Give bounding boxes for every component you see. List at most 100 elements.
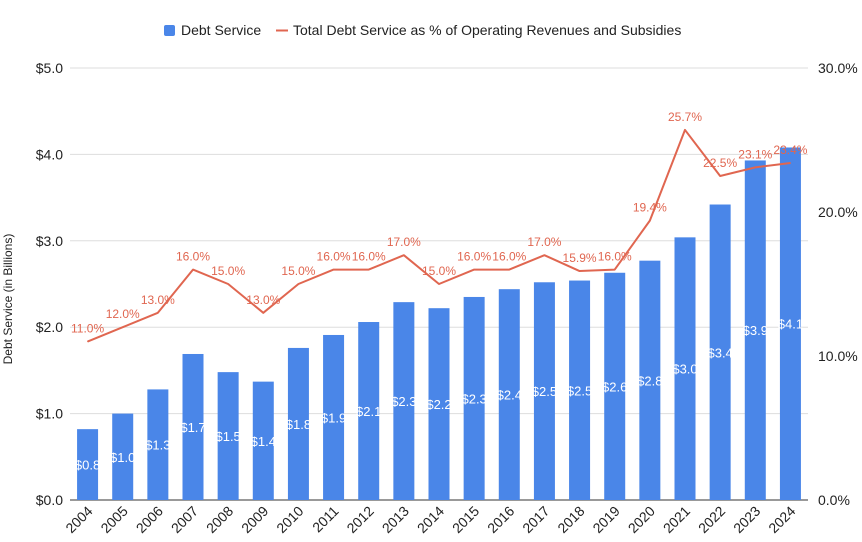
bar — [323, 334, 345, 500]
bar-value-label: $3.0 — [672, 362, 697, 377]
percent-value-label: 16.0% — [598, 250, 632, 264]
y-left-tick-label: $0.0 — [36, 492, 63, 508]
percent-value-label: 15.0% — [422, 264, 456, 278]
percent-point — [649, 220, 651, 222]
x-tick-label: 2010 — [273, 503, 306, 536]
percent-value-label: 17.0% — [527, 235, 561, 249]
x-tick-label: 2011 — [309, 503, 342, 536]
percent-value-label: 22.5% — [703, 156, 737, 170]
x-tick-label: 2019 — [589, 503, 622, 536]
percent-point — [262, 312, 264, 314]
bar — [709, 204, 731, 500]
legend: Debt Service Total Debt Service as % of … — [164, 22, 681, 38]
legend-percent-label: Total Debt Service as % of Operating Rev… — [293, 22, 681, 38]
x-tick-label: 2022 — [695, 503, 728, 536]
bar — [217, 372, 239, 500]
y-left-tick-label: $5.0 — [36, 60, 63, 76]
y-axis-left-title: Debt Service (in Billions) — [1, 234, 15, 365]
percent-point — [719, 175, 721, 177]
bar-value-label: $2.1 — [356, 404, 381, 419]
legend-debt-service-swatch — [164, 25, 175, 36]
y-left-tick-label: $2.0 — [36, 319, 63, 335]
percent-value-label: 12.0% — [106, 307, 140, 321]
x-axis: 2004 2005 2006 2007 2008 2009 2010 2011 2012 2013… — [62, 503, 798, 536]
percent-point — [227, 283, 229, 285]
bar-value-label: $1.7 — [180, 420, 205, 435]
percent-point — [579, 270, 581, 272]
bar-value-label: $4.1 — [778, 317, 803, 332]
percent-point — [789, 162, 791, 164]
percent-point — [87, 341, 89, 343]
bar — [182, 353, 204, 500]
bar-value-label: $3.9 — [743, 323, 768, 338]
x-tick-label: 2017 — [519, 503, 552, 536]
percent-value-label: 11.0% — [71, 322, 104, 336]
bar-value-label: $1.8 — [286, 417, 311, 432]
bar-value-label: $3.4 — [707, 345, 732, 360]
bar — [287, 347, 309, 500]
percent-point — [122, 326, 124, 328]
bar — [744, 160, 766, 500]
y-right-tick-label: 10.0% — [818, 348, 858, 364]
percent-point — [333, 269, 335, 271]
x-tick-label: 2004 — [62, 503, 95, 536]
percent-value-label: 15.0% — [281, 264, 315, 278]
percent-point — [297, 283, 299, 285]
percent-value-label: 16.0% — [352, 250, 386, 264]
bar-value-label: $1.0 — [110, 450, 135, 465]
percent-value-label: 16.0% — [176, 250, 210, 264]
x-tick-label: 2007 — [168, 503, 201, 536]
bar — [147, 389, 169, 500]
percent-point — [157, 312, 159, 314]
percent-value-label: 25.7% — [668, 110, 702, 124]
y-left-tick-label: $1.0 — [36, 406, 63, 422]
percent-value-label: 16.0% — [317, 250, 351, 264]
bar-value-label: $2.5 — [532, 384, 557, 399]
percent-value-label: 15.0% — [211, 264, 245, 278]
x-tick-label: 2024 — [765, 503, 798, 536]
y-right-tick-label: 0.0% — [818, 492, 850, 508]
bar — [112, 413, 134, 500]
x-tick-label: 2009 — [238, 503, 271, 536]
percent-point — [438, 283, 440, 285]
x-tick-label: 2012 — [343, 503, 376, 536]
bar — [428, 308, 450, 500]
bar — [358, 322, 380, 500]
percent-value-label: 17.0% — [387, 235, 421, 249]
bar-value-label: $2.3 — [391, 394, 416, 409]
percent-point — [368, 269, 370, 271]
percent-value-label: 13.0% — [246, 293, 280, 307]
percent-point — [543, 254, 545, 256]
x-tick-label: 2018 — [554, 503, 587, 536]
percent-value-label: 16.0% — [492, 250, 526, 264]
x-tick-label: 2014 — [414, 503, 447, 536]
y-axis-left: $0.0 $1.0 $2.0 $3.0 $4.0 $5.0 — [36, 60, 63, 508]
bar-value-label: $2.6 — [602, 379, 627, 394]
bar — [498, 289, 520, 500]
bar — [639, 260, 661, 500]
bar-series — [77, 147, 801, 500]
percent-point — [614, 269, 616, 271]
percent-point — [473, 269, 475, 271]
percent-point — [754, 166, 756, 168]
x-tick-label: 2008 — [203, 503, 236, 536]
percent-value-label: 15.9% — [563, 251, 597, 265]
x-tick-label: 2013 — [379, 503, 412, 536]
x-tick-label: 2023 — [730, 503, 763, 536]
percent-value-label: 19.4% — [633, 201, 667, 215]
bar-value-label: $1.3 — [145, 438, 170, 453]
y-left-tick-label: $3.0 — [36, 233, 63, 249]
bar — [463, 296, 485, 500]
bar-value-label: $2.4 — [497, 388, 522, 403]
x-tick-label: 2006 — [133, 503, 166, 536]
percent-point — [192, 269, 194, 271]
x-tick-label: 2020 — [625, 503, 658, 536]
line-labels: 11.0%12.0%13.0%16.0%15.0%13.0%15.0%16.0%… — [71, 110, 808, 336]
percent-value-label: 13.0% — [141, 293, 175, 307]
bar-value-label: $2.8 — [637, 373, 662, 388]
bar — [393, 302, 415, 500]
bar-value-label: $1.9 — [321, 410, 346, 425]
x-tick-label: 2015 — [449, 503, 482, 536]
x-tick-label: 2016 — [484, 503, 517, 536]
